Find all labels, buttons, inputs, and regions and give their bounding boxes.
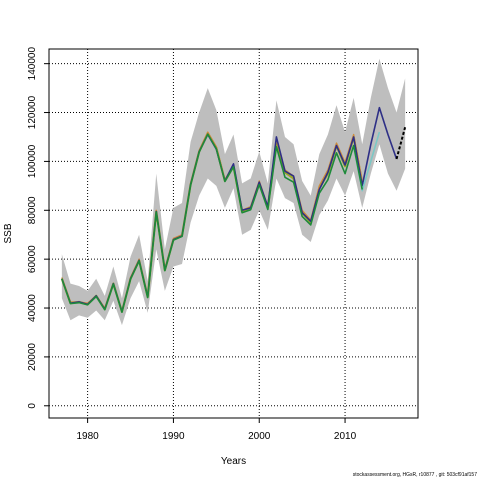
x-tick-label: 2010 bbox=[334, 431, 357, 442]
confidence-band bbox=[61, 58, 406, 326]
ssb-forecast-line bbox=[395, 126, 407, 160]
y-tick-label: 80000 bbox=[27, 196, 38, 224]
y-tick-label: 140000 bbox=[27, 47, 38, 81]
plot-frame bbox=[48, 48, 419, 419]
y-tick-label: 20000 bbox=[27, 343, 38, 371]
grid-lines bbox=[49, 49, 418, 418]
y-axis-title: SSB bbox=[3, 223, 14, 243]
x-tick-label: 2000 bbox=[248, 431, 271, 442]
x-axis-title: Years bbox=[221, 456, 246, 467]
y-tick-label: 40000 bbox=[27, 294, 38, 322]
footer-credit: stockassessment.org, HGsR, r10877 , git:… bbox=[352, 472, 477, 478]
series-lines bbox=[60, 106, 398, 313]
y-tick-label: 60000 bbox=[27, 245, 38, 273]
ssb-confidence-band bbox=[61, 58, 406, 326]
y-tick-label: 100000 bbox=[27, 144, 38, 178]
forecast-line bbox=[395, 126, 407, 160]
y-tick-label: 0 bbox=[27, 403, 38, 409]
x-axis: 1980 1990 2000 2010 bbox=[76, 418, 357, 442]
ssb-series-line-5 bbox=[61, 133, 364, 313]
y-tick-label: 120000 bbox=[27, 95, 38, 129]
x-tick-label: 1990 bbox=[162, 431, 185, 442]
x-tick-label: 1980 bbox=[76, 431, 99, 442]
y-axis: 0 20000 40000 60000 80000 100000 120000 140000 bbox=[27, 47, 49, 409]
